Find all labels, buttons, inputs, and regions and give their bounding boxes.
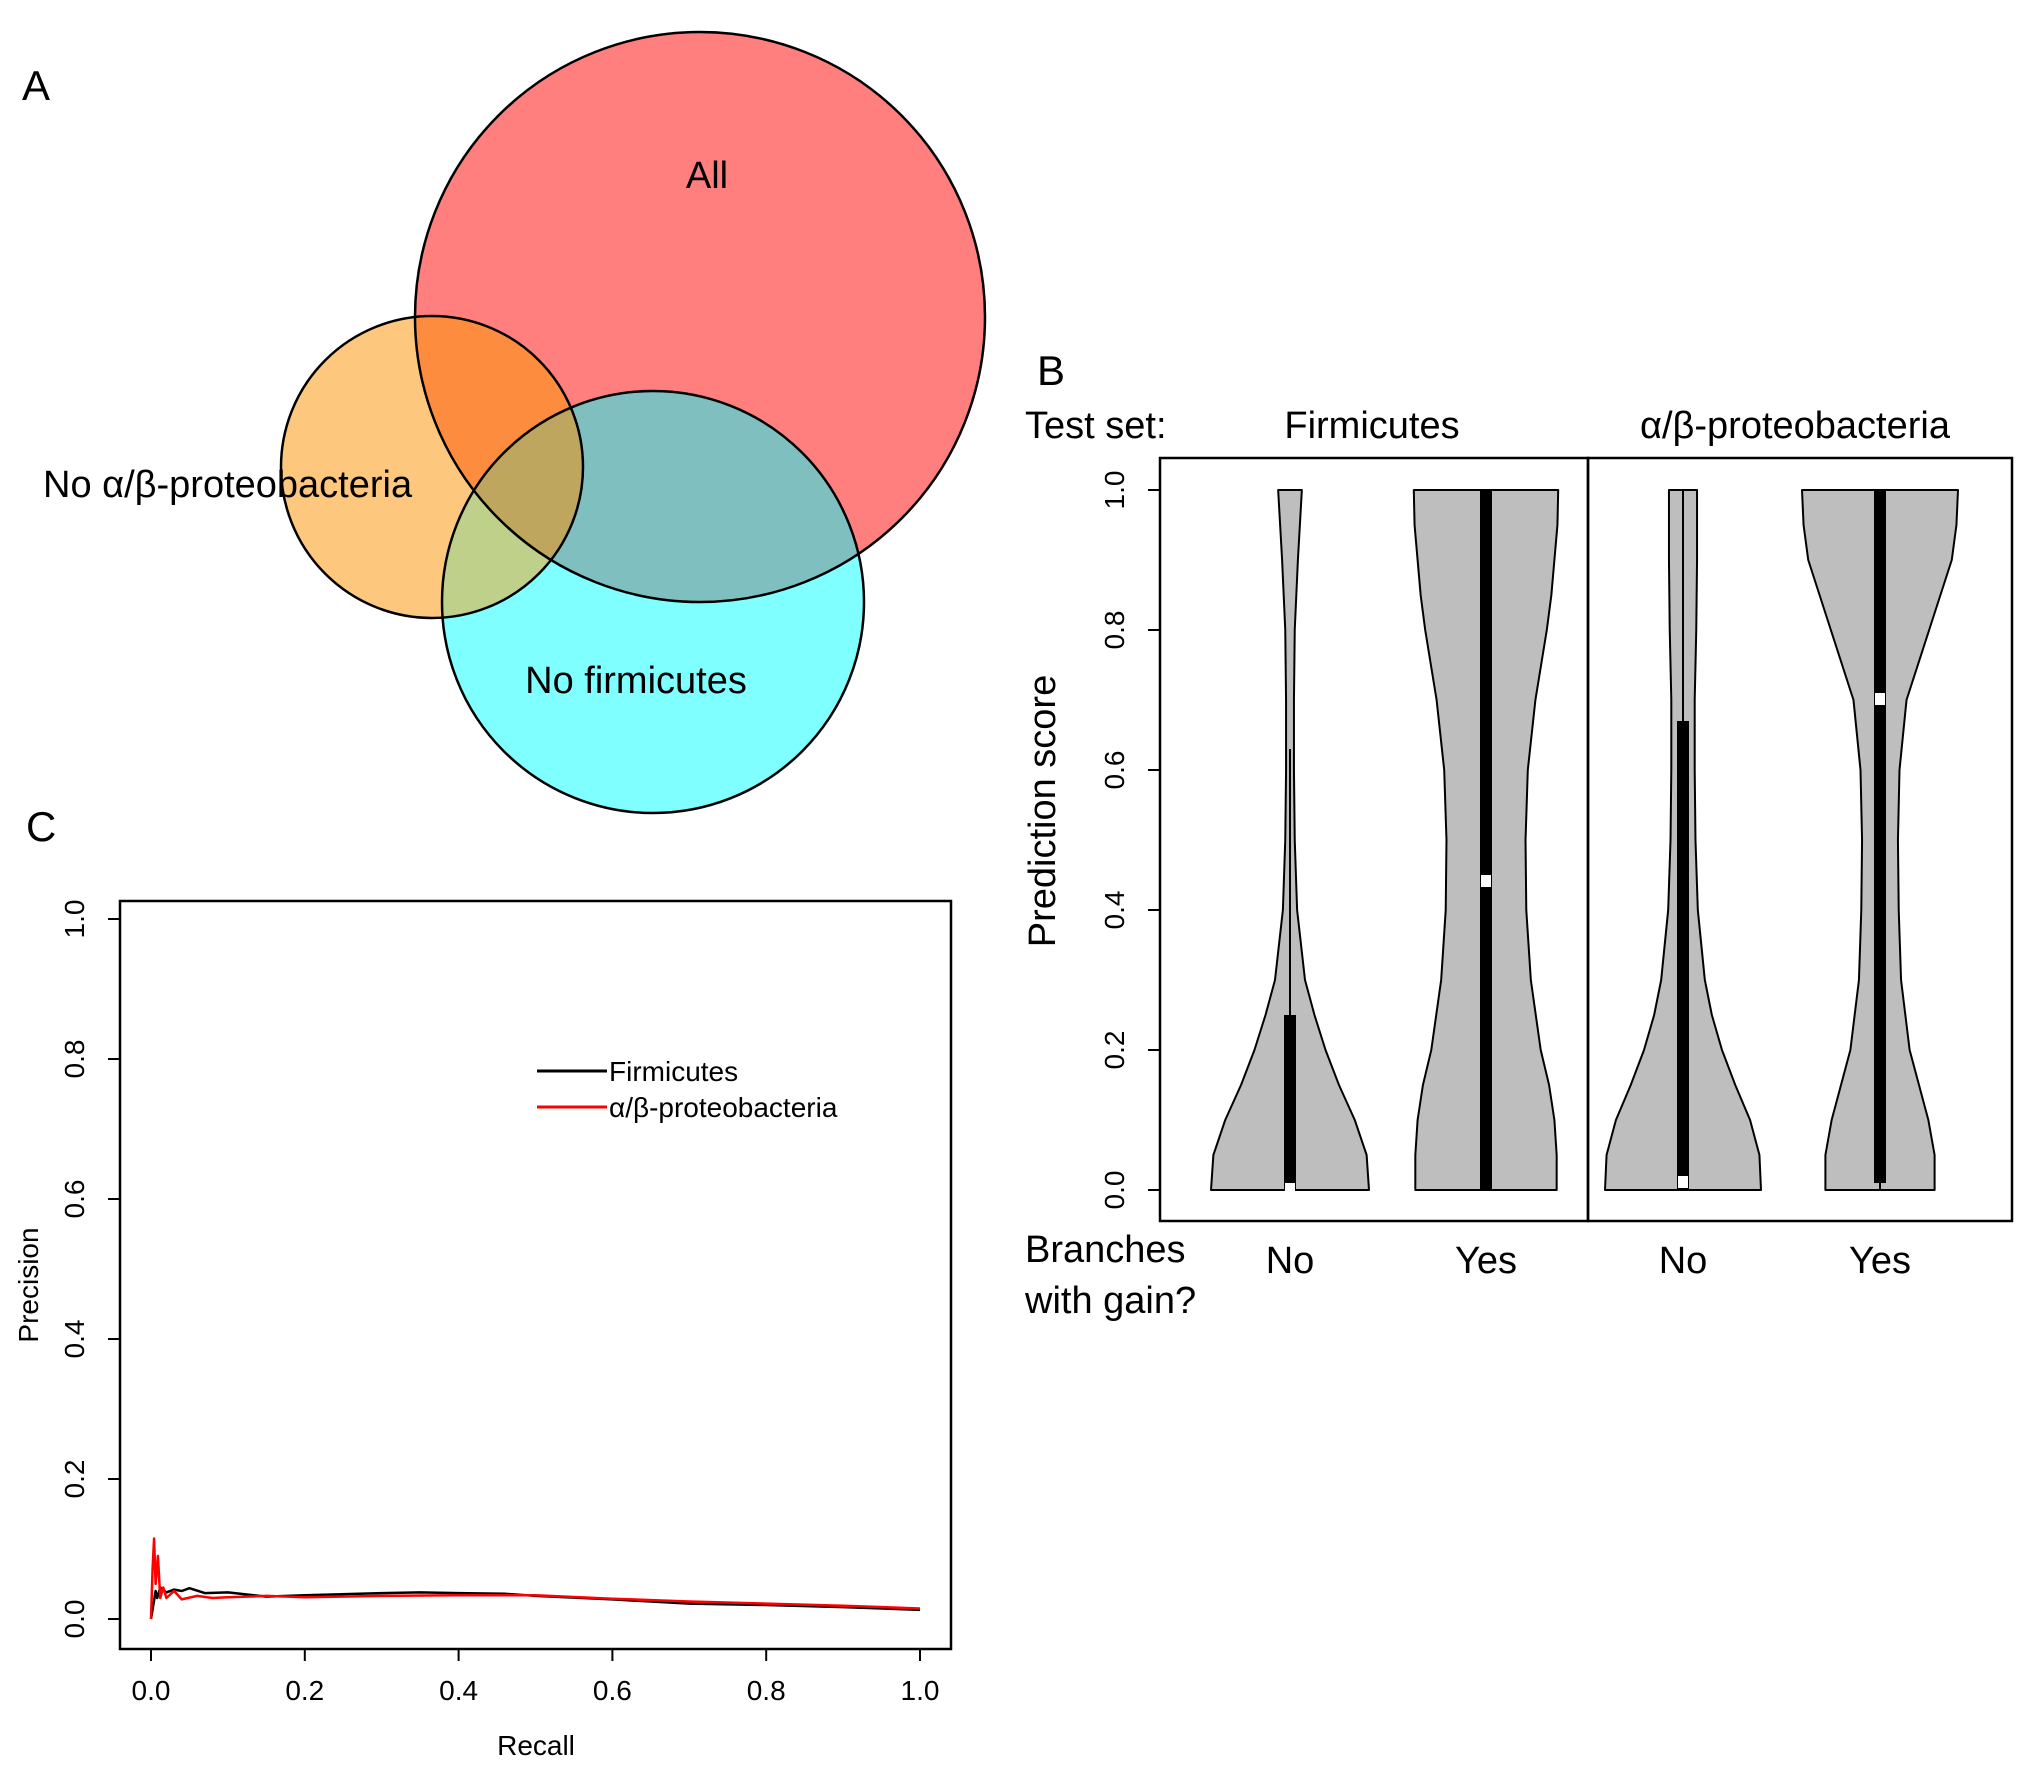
violins <box>1210 489 1959 1195</box>
c-y-axis-title: Precision <box>13 1227 44 1342</box>
test-set-firmicutes: Firmicutes <box>1284 405 1459 447</box>
pr-legend: Firmicutes α/β-proteobacteria <box>537 1056 838 1123</box>
panel-a-letter: A <box>22 62 50 109</box>
b-y-tick-label: 0.4 <box>1099 891 1130 930</box>
violin-panel-ab-proteobacteria <box>1586 456 2014 1223</box>
venn-overlap-all-three <box>442 391 583 602</box>
b-y-tick-label: 1.0 <box>1099 471 1130 510</box>
violin-iqr-box <box>1677 721 1689 1190</box>
test-set-label: Test set: <box>1025 405 1167 447</box>
c-x-axis: 0.0 0.2 0.4 0.6 0.8 1.0 <box>132 1648 940 1706</box>
c-y-tick-label: 0.8 <box>59 1040 90 1079</box>
panel-b-letter: B <box>1037 347 1065 394</box>
violin-median-marker <box>1285 1183 1295 1195</box>
c-x-tick-label: 0.6 <box>593 1675 632 1706</box>
pr-line-ab-proteobacteria <box>149 1537 921 1620</box>
violin-iqr-box <box>1874 490 1886 1183</box>
b-x-tick-label: Yes <box>1849 1240 1911 1282</box>
legend-label-ab-proteobacteria: α/β-proteobacteria <box>609 1092 838 1123</box>
x-title-line2: with gain? <box>1024 1280 1196 1322</box>
c-x-tick-label: 0.2 <box>285 1675 324 1706</box>
c-y-tick-label: 0.6 <box>59 1180 90 1219</box>
c-x-tick-label: 0.4 <box>439 1675 478 1706</box>
c-y-tick-label: 0.0 <box>59 1600 90 1639</box>
pr-line-firmicutes <box>149 1586 921 1620</box>
violin-iqr-box <box>1284 1015 1296 1190</box>
violin-median-marker <box>1481 875 1491 887</box>
b-y-tick-label: 0.2 <box>1099 1031 1130 1070</box>
c-x-tick-label: 0.8 <box>747 1675 786 1706</box>
venn-outline-no-firm <box>440 389 866 815</box>
c-y-tick-label: 1.0 <box>59 900 90 939</box>
b-x-tick-label: No <box>1659 1240 1708 1282</box>
legend-label-firmicutes: Firmicutes <box>609 1056 738 1087</box>
b-x-tick-label: No <box>1266 1240 1315 1282</box>
venn-outline-no-ab <box>279 314 585 620</box>
venn-label-no-firm: No firmicutes <box>525 660 747 702</box>
b-y-axis: 0.0 0.2 0.4 0.6 0.8 1.0 <box>1099 471 1161 1210</box>
c-y-axis: 0.0 0.2 0.4 0.6 0.8 1.0 <box>59 900 121 1639</box>
c-x-tick-label: 0.0 <box>132 1675 171 1706</box>
c-y-tick-label: 0.4 <box>59 1320 90 1359</box>
venn-label-no-ab: No α/β-proteobacteria <box>43 464 413 506</box>
b-x-tick-label: Yes <box>1455 1240 1517 1282</box>
violin-median-marker <box>1875 693 1885 705</box>
b-y-axis-title: Prediction score <box>1022 675 1064 947</box>
pr-series <box>149 1537 921 1620</box>
c-x-axis-title: Recall <box>497 1730 575 1761</box>
test-set-ab-proteobacteria: α/β-proteobacteria <box>1640 405 1951 447</box>
panel-c-letter: C <box>26 803 56 850</box>
pr-plot-frame <box>118 899 953 1651</box>
b-y-tick-label: 0.8 <box>1099 611 1130 650</box>
violin-iqr-box <box>1480 490 1492 1190</box>
violin-median-marker <box>1678 1176 1688 1188</box>
x-title-line1: Branches <box>1025 1229 1186 1271</box>
b-x-tick-labels: No Yes No Yes <box>1266 1240 1911 1282</box>
c-y-tick-label: 0.2 <box>59 1460 90 1499</box>
c-x-tick-label: 1.0 <box>901 1675 940 1706</box>
venn-label-all: All <box>686 155 728 197</box>
b-y-tick-label: 0.6 <box>1099 751 1130 790</box>
venn-diagram: All No α/β-proteobacteria No firmicutes <box>43 30 987 815</box>
b-y-tick-label: 0.0 <box>1099 1171 1130 1210</box>
